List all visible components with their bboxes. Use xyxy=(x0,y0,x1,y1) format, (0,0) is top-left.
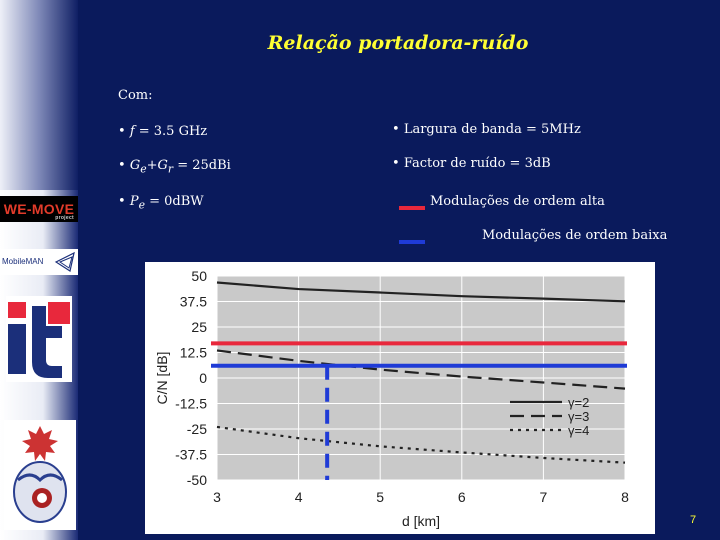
legend-label: γ=4 xyxy=(568,423,589,438)
mobileman-mark-icon xyxy=(54,251,75,272)
param-tx-power: • Pe = 0dBW xyxy=(118,194,204,212)
wemove-logo: WE-MOVE project xyxy=(0,196,78,222)
x-tick-label: 6 xyxy=(458,489,466,505)
param-frequency: • f = 3.5 GHz xyxy=(118,124,208,139)
y-tick-label: 0 xyxy=(199,370,207,386)
high-order-swatch xyxy=(399,206,425,210)
high-order-label: Modulações de ordem alta xyxy=(430,194,605,209)
legend-label: γ=3 xyxy=(568,409,589,424)
y-tick-label: -37.5 xyxy=(175,447,207,463)
x-tick-label: 7 xyxy=(540,489,548,505)
x-tick-label: 3 xyxy=(213,489,221,505)
y-tick-label: 25 xyxy=(191,319,207,335)
y-tick-label: -25 xyxy=(187,421,207,437)
y-tick-label: -50 xyxy=(187,472,207,488)
low-order-swatch xyxy=(399,240,425,244)
low-order-label: Modulações de ordem baixa xyxy=(482,228,668,243)
param-noise-figure: • Factor de ruído = 3dB xyxy=(392,156,551,171)
x-axis-label: d [km] xyxy=(402,513,440,529)
param-bandwidth: • Largura de banda = 5MHz xyxy=(392,122,581,137)
x-tick-label: 8 xyxy=(621,489,629,505)
slide-number: 7 xyxy=(690,514,697,526)
slide-title: Relação portadora-ruído xyxy=(267,32,529,54)
x-tick-label: 5 xyxy=(376,489,384,505)
chart-panel: 50 37.5 25 12.5 0 -12.5 -25 -37.5 -50 3 4 5 6 7 8 d [km… xyxy=(145,262,655,534)
legend-label: γ=2 xyxy=(568,395,589,410)
it-logo xyxy=(6,296,72,382)
com-label: Com: xyxy=(118,88,153,103)
sidebar-fade xyxy=(0,0,78,190)
cn-distance-chart: 50 37.5 25 12.5 0 -12.5 -25 -37.5 -50 3 4 5 6 7 8 d [km… xyxy=(154,268,629,529)
y-tick-label: 12.5 xyxy=(180,345,207,361)
y-tick-label: 37.5 xyxy=(180,294,207,310)
it-logo-icon xyxy=(8,302,70,378)
mobileman-logo: MobileMAN xyxy=(0,249,78,275)
series-line xyxy=(216,349,626,390)
series-line xyxy=(216,281,626,303)
x-tick-label: 4 xyxy=(295,489,303,505)
y-axis-label: C/N [dB] xyxy=(154,352,170,405)
seal-icon xyxy=(13,426,67,523)
y-tick-label: 50 xyxy=(191,268,207,284)
param-antenna-gain: • Ge+Gr = 25dBi xyxy=(118,158,231,176)
university-seal-logo xyxy=(4,420,76,530)
y-tick-label: -12.5 xyxy=(175,396,207,412)
